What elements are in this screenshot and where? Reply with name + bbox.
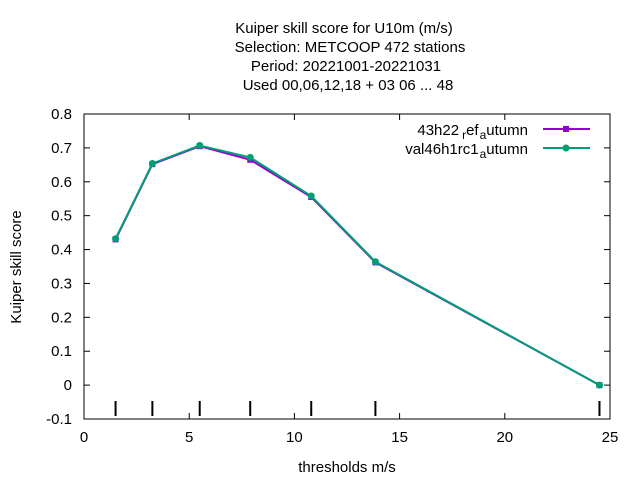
x-axis-label: thresholds m/s <box>298 459 396 476</box>
series-line-1 <box>114 145 600 386</box>
y-tick-label: 0.6 <box>51 174 72 191</box>
legend-marker-1 <box>563 126 569 132</box>
y-tick-label: 0.5 <box>51 208 72 225</box>
y-tick-label: 0.2 <box>51 309 72 326</box>
data-point <box>196 142 204 150</box>
x-tick-label: 0 <box>80 429 88 446</box>
data-point <box>148 159 156 167</box>
y-tick-label: 0 <box>64 377 72 394</box>
series-1 <box>112 143 603 389</box>
title-line-3: Period: 20221001-20221031 <box>251 58 441 75</box>
series-line-2 <box>114 144 600 386</box>
y-tick-label: 0.8 <box>51 106 72 123</box>
y-tick-label: 0.4 <box>51 242 72 259</box>
title-line-4: Used 00,06,12,18 + 03 06 ... 48 <box>243 77 454 94</box>
plot-area-border <box>83 113 611 420</box>
legend-entry-2: val46h1rc1autumn <box>405 141 590 161</box>
x-tick-label: 25 <box>602 429 619 446</box>
title-line-2: Selection: METCOOP 472 stations <box>235 39 466 56</box>
y-axis-label: Kuiper skill score <box>8 210 25 323</box>
data-point <box>371 258 379 266</box>
legend-entry-1: 43h22 refautumn <box>417 122 590 142</box>
chart-title: Kuiper skill score for U10m (m/s) Select… <box>235 20 466 94</box>
data-point <box>595 381 603 389</box>
legend: 43h22 refautumn val46h1rc1autumn <box>405 122 590 161</box>
x-tick-label: 5 <box>185 429 193 446</box>
legend-label-1: 43h22 refautumn <box>417 122 528 142</box>
x-tick-label: 10 <box>286 429 303 446</box>
series-2 <box>112 142 603 389</box>
x-tick-label: 15 <box>391 429 408 446</box>
y-tick-label: -0.1 <box>46 411 72 428</box>
data-point <box>112 235 120 243</box>
axis-ticks: -0.1 0 0.1 0.2 0.3 0.4 0.5 0.6 0.7 0.8 0 5 10 15 20 25 <box>46 106 618 446</box>
series-layer <box>112 142 603 389</box>
threshold-markers <box>114 401 601 416</box>
legend-label-2: val46h1rc1autumn <box>405 141 528 161</box>
x-tick-label: 20 <box>496 429 513 446</box>
data-point <box>307 192 315 200</box>
y-tick-label: 0.1 <box>51 343 72 360</box>
title-line-1: Kuiper skill score for U10m (m/s) <box>235 20 453 37</box>
y-tick-label: 0.7 <box>51 140 72 157</box>
y-tick-label: 0.3 <box>51 275 72 292</box>
data-point <box>246 153 254 161</box>
legend-marker-2 <box>562 144 570 152</box>
